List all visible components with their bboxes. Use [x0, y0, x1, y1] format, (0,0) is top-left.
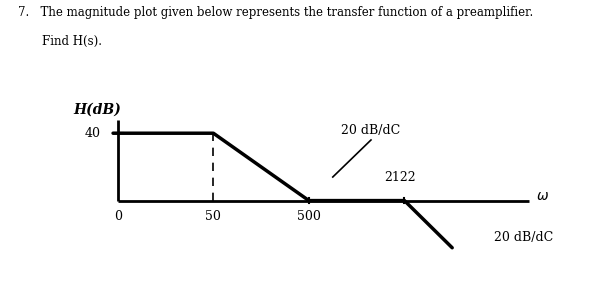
Text: 20 dB/dC: 20 dB/dC	[494, 231, 554, 244]
Text: $\omega$: $\omega$	[537, 189, 549, 203]
Text: 0: 0	[114, 210, 122, 223]
Text: 40: 40	[84, 127, 101, 140]
Text: 7.   The magnitude plot given below represents the transfer function of a preamp: 7. The magnitude plot given below repres…	[18, 6, 533, 19]
Text: 2122: 2122	[384, 171, 415, 184]
Text: Find H(s).: Find H(s).	[42, 35, 103, 48]
Text: H(dB): H(dB)	[73, 102, 121, 116]
Text: 50: 50	[206, 210, 221, 223]
Text: 20 dB/dC: 20 dB/dC	[341, 123, 400, 137]
Text: 500: 500	[297, 210, 321, 223]
